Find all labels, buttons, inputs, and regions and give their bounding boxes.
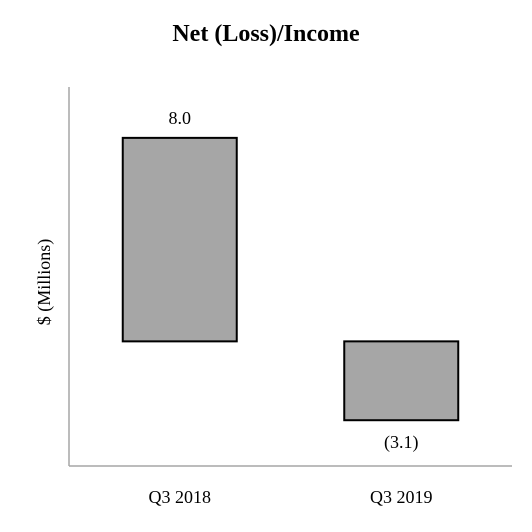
y-axis-label: $ (Millions) — [34, 239, 55, 326]
chart-title: Net (Loss)/Income — [172, 21, 360, 47]
x-tick-label-q3-2018: Q3 2018 — [149, 487, 212, 507]
data-label-q3-2018: 8.0 — [169, 108, 192, 128]
x-tick-label-q3-2019: Q3 2019 — [370, 487, 433, 507]
bar-group — [121, 136, 460, 422]
bar-q3-2018 — [121, 136, 238, 343]
data-label-q3-2019: (3.1) — [384, 432, 419, 453]
label-group: 8.0 Q3 2018 (3.1) Q3 2019 — [149, 108, 433, 507]
bar-q3-2019 — [343, 340, 460, 422]
